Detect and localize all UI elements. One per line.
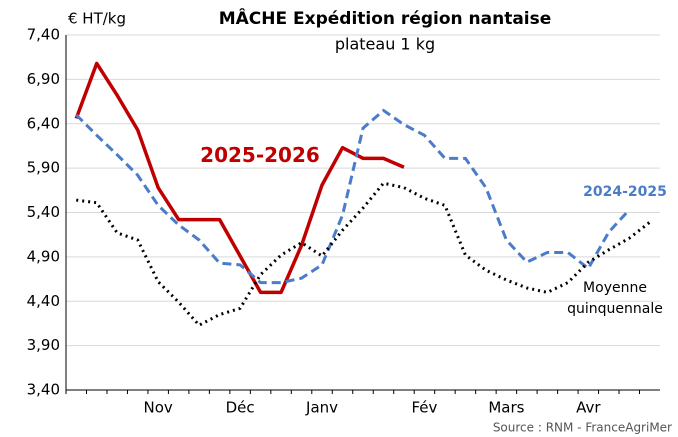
y-tick-label: 6,40	[27, 114, 60, 132]
y-tick-label: 5,40	[27, 203, 60, 221]
y-tick-label: 3,40	[27, 381, 60, 399]
y-tick-label: 3,90	[27, 336, 60, 354]
y-tick-label: 6,90	[27, 70, 60, 88]
y-tick-label: 4,90	[27, 247, 60, 265]
y-axis-label: € HT/kg	[68, 10, 126, 28]
x-tick-label: Avr	[576, 399, 601, 417]
x-tick-label: Nov	[144, 399, 173, 417]
y-tick-label: 7,40	[27, 26, 60, 44]
y-tick-label: 4,40	[27, 292, 60, 310]
source: Source : RNM - FranceAgriMer	[493, 421, 672, 435]
y-tick-label: 5,90	[27, 159, 60, 177]
x-tick-label: Mars	[488, 399, 524, 417]
x-tick-label: Janv	[305, 399, 338, 417]
series-line	[74, 61, 405, 295]
chart-subtitle: plateau 1 kg	[335, 35, 435, 54]
series-label: 2025-2026	[200, 143, 320, 167]
chart-title: MÂCHE Expédition région nantaise	[219, 7, 552, 29]
series-label: 2024-2025	[583, 184, 667, 200]
x-tick-label: Déc	[226, 399, 255, 417]
x-tick-label: Fév	[411, 399, 437, 417]
series-line	[76, 181, 651, 327]
series-label: Moyenne quinquennale	[567, 280, 663, 317]
